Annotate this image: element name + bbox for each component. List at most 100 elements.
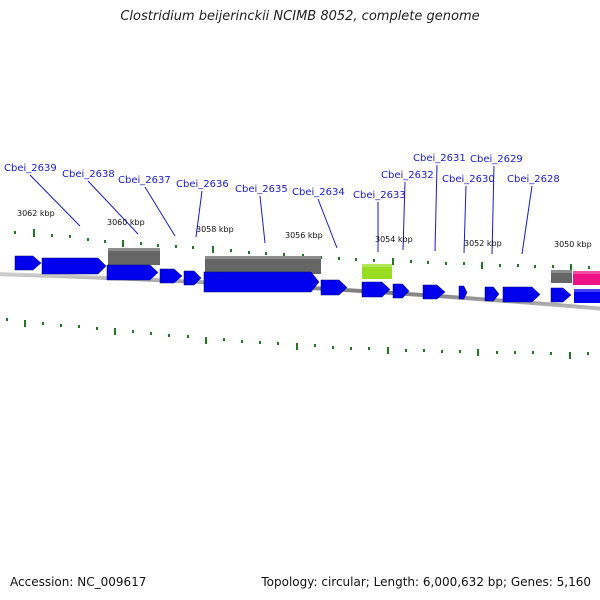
leader-line	[144, 186, 176, 237]
locus-label[interactable]: Cbei_2638	[62, 169, 115, 180]
scale-tick	[132, 330, 134, 333]
inner-scale-ticks	[6, 318, 589, 359]
leader-line	[317, 198, 338, 249]
scale-tick	[569, 352, 571, 359]
scale-tick	[14, 231, 16, 234]
scale-tick	[157, 244, 159, 247]
gene-arrow[interactable]	[484, 286, 500, 302]
locus-label[interactable]: Cbei_2630	[442, 174, 495, 185]
scale-tick	[283, 253, 285, 256]
scale-tick	[187, 335, 189, 338]
kbp-label: 3060 kbp	[107, 218, 145, 227]
scale-tick	[314, 344, 316, 347]
scale-tick	[78, 325, 80, 328]
scale-tick	[114, 328, 116, 335]
scale-tick	[373, 259, 375, 262]
scale-tick	[33, 229, 35, 237]
scale-tick	[96, 327, 98, 330]
locus-label[interactable]: Cbei_2631	[413, 153, 466, 164]
gene-arrow[interactable]	[203, 271, 320, 293]
scale-tick	[355, 258, 357, 261]
scale-tick	[338, 257, 340, 260]
locus-label[interactable]: Cbei_2628	[507, 174, 560, 185]
leader-line	[434, 164, 438, 252]
scale-tick	[405, 349, 407, 352]
locus-label[interactable]: Cbei_2634	[292, 187, 345, 198]
gray-feature[interactable]	[551, 270, 572, 283]
scale-tick	[477, 349, 479, 356]
gene-arrow[interactable]	[392, 283, 410, 299]
gene-arrow[interactable]	[14, 255, 42, 271]
scale-tick	[69, 235, 71, 238]
scale-tick	[514, 351, 516, 354]
locus-leader-lines	[29, 164, 533, 255]
gene-arrow[interactable]	[574, 289, 600, 303]
gene-arrow[interactable]	[320, 279, 348, 296]
scale-tick	[24, 320, 26, 327]
scale-tick	[122, 240, 124, 247]
scale-tick	[51, 234, 53, 237]
scale-tick	[241, 340, 243, 343]
gene-arrow[interactable]	[106, 264, 159, 281]
gene-arrow-highlight	[574, 289, 600, 292]
pink-feature-highlight	[573, 271, 600, 274]
leader-line	[402, 181, 406, 251]
scale-tick	[445, 262, 447, 265]
scale-tick	[570, 264, 572, 271]
gene-arrow[interactable]	[41, 257, 107, 275]
scale-tick	[296, 343, 298, 350]
pink-feature[interactable]	[573, 271, 600, 285]
scale-tick	[496, 351, 498, 354]
scale-tick	[463, 262, 465, 265]
scale-tick	[140, 242, 142, 245]
scale-tick	[552, 265, 554, 268]
scale-tick	[248, 251, 250, 254]
scale-tick	[175, 245, 177, 248]
scale-tick	[392, 258, 394, 265]
gray-feature[interactable]	[108, 248, 160, 265]
outer-scale-ticks	[14, 229, 590, 271]
green-feature[interactable]	[362, 264, 392, 279]
genome-info-text: Topology: circular; Length: 6,000,632 bp…	[261, 575, 591, 589]
gene-arrow[interactable]	[183, 270, 202, 286]
gene-arrow[interactable]	[422, 284, 446, 300]
gene-arrow[interactable]	[159, 268, 183, 284]
scale-tick	[6, 318, 8, 321]
gene-arrow[interactable]	[458, 285, 468, 300]
leader-line	[195, 190, 203, 238]
scale-tick	[350, 347, 352, 350]
kbp-label: 3054 kbp	[375, 235, 413, 244]
scale-tick	[499, 264, 501, 267]
scale-tick	[587, 352, 589, 355]
gene-arrow[interactable]	[550, 287, 572, 303]
scale-tick	[205, 337, 207, 344]
gene-arrow[interactable]	[502, 286, 541, 303]
kbp-label: 3062 kbp	[17, 209, 55, 218]
gene-arrow[interactable]	[361, 281, 391, 298]
leader-line	[87, 180, 139, 235]
scale-tick	[42, 322, 44, 325]
locus-label[interactable]: Cbei_2633	[353, 190, 406, 201]
locus-label[interactable]: Cbei_2639	[4, 163, 57, 174]
locus-label[interactable]: Cbei_2635	[235, 184, 288, 195]
locus-label[interactable]: Cbei_2636	[176, 179, 229, 190]
scale-tick	[332, 346, 334, 349]
leader-line	[29, 174, 81, 227]
leader-line	[491, 165, 495, 255]
leader-line	[521, 185, 533, 255]
locus-label[interactable]: Cbei_2632	[381, 170, 434, 181]
locus-label[interactable]: Cbei_2629	[470, 154, 523, 165]
gray-feature[interactable]	[205, 256, 321, 274]
scale-tick	[212, 246, 214, 253]
scale-tick	[87, 238, 89, 241]
gray-feature-highlight	[108, 248, 160, 251]
kbp-label: 3050 kbp	[554, 240, 592, 249]
gray-feature-highlight	[205, 256, 321, 259]
accession-text: Accession: NC_009617	[10, 575, 147, 589]
locus-label[interactable]: Cbei_2637	[118, 175, 171, 186]
kbp-label: 3052 kbp	[464, 239, 502, 248]
scale-tick	[277, 342, 279, 345]
kbp-label: 3056 kbp	[285, 231, 323, 240]
